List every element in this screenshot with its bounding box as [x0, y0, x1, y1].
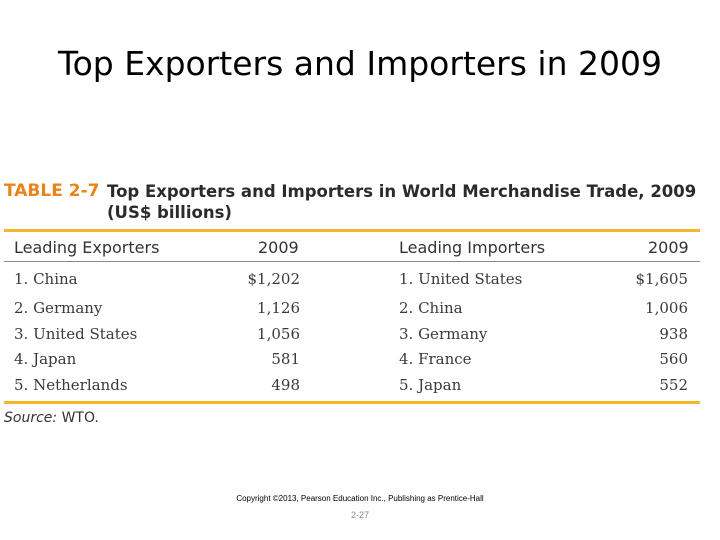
- source-label: Source:: [4, 410, 58, 426]
- importer-name: 3. Germany: [399, 325, 488, 343]
- import-value: $1,605: [635, 270, 689, 288]
- table-caption: Top Exporters and Importers in World Mer…: [107, 181, 696, 223]
- table-caption-line-1: Top Exporters and Importers in World Mer…: [107, 182, 697, 201]
- export-value: 581: [271, 350, 300, 368]
- copyright-notice: Copyright ©2013, Pearson Education Inc.,…: [236, 494, 484, 503]
- export-value: 498: [271, 376, 300, 394]
- header-divider: [4, 261, 700, 262]
- source-value: WTO.: [61, 410, 99, 426]
- table-caption-line-2: (US$ billions): [107, 203, 232, 222]
- source-note: Source: WTO.: [4, 410, 99, 426]
- importer-name: 1. United States: [399, 270, 523, 288]
- import-value: 1,006: [645, 299, 688, 317]
- import-value: 938: [659, 325, 688, 343]
- exporter-name: 5. Netherlands: [14, 376, 128, 394]
- table-label: TABLE 2-7: [4, 181, 100, 201]
- exporter-name: 4. Japan: [14, 350, 77, 368]
- exporter-name: 2. Germany: [14, 299, 103, 317]
- header-leading-exporters: Leading Exporters: [14, 238, 160, 257]
- page-number: 2-27: [350, 510, 369, 520]
- table-bottom-rule: [4, 401, 700, 404]
- table-top-rule: [4, 229, 700, 232]
- importer-name: 5. Japan: [399, 376, 462, 394]
- import-value: 552: [659, 376, 688, 394]
- export-value: $1,202: [247, 270, 301, 288]
- exporter-name: 3. United States: [14, 325, 138, 343]
- export-value: 1,056: [257, 325, 300, 343]
- export-value: 1,126: [257, 299, 300, 317]
- header-exporters-year: 2009: [258, 238, 299, 257]
- header-leading-importers: Leading Importers: [399, 238, 546, 257]
- importer-name: 4. France: [399, 350, 472, 368]
- table-header: TABLE 2-7 Top Exporters and Importers in…: [4, 181, 704, 225]
- slide-title: Top Exporters and Importers in 2009: [58, 44, 662, 83]
- import-value: 560: [659, 350, 688, 368]
- importer-name: 2. China: [399, 299, 463, 317]
- exporter-name: 1. China: [14, 270, 78, 288]
- header-importers-year: 2009: [648, 238, 689, 257]
